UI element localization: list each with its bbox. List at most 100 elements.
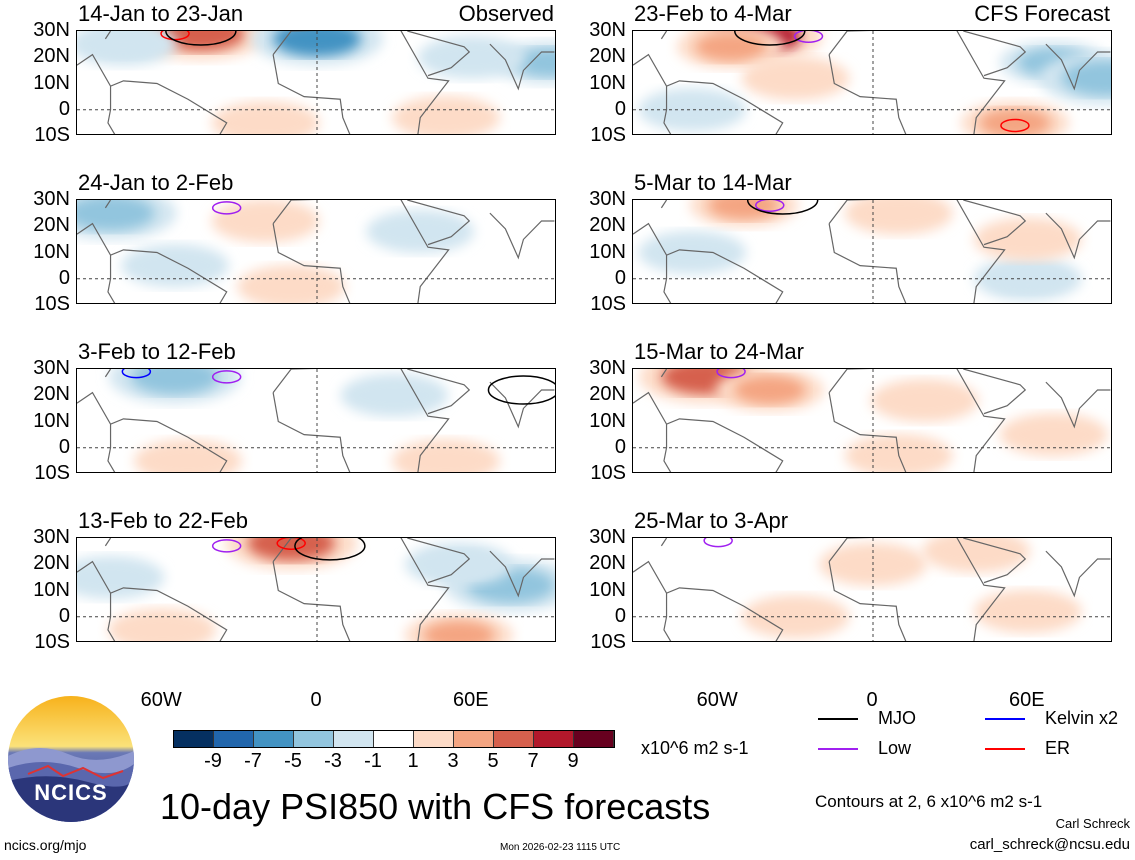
- lat-tick-label: 10N: [589, 240, 626, 263]
- legend-mjo: MJO: [878, 708, 916, 728]
- legend-low-line: [818, 748, 858, 750]
- lat-tick-label: 30N: [589, 188, 626, 210]
- panel-title: 3-Feb to 12-Feb: [78, 339, 236, 364]
- lat-tick-label: 30N: [33, 19, 70, 41]
- anomaly-blob: [211, 200, 320, 243]
- contour-er: [1000, 118, 1030, 133]
- anomaly-blob: [741, 56, 850, 100]
- contours-note: Contours at 2, 6 x10^6 m2 s-1: [815, 792, 1043, 811]
- lat-tick-label: 10N: [33, 71, 70, 94]
- map-panel: [632, 30, 1112, 135]
- contour-low: [793, 31, 824, 43]
- legend-low: Low: [878, 738, 912, 758]
- lat-tick-label: 0: [614, 435, 626, 458]
- equator-line: [633, 538, 1111, 641]
- timestamp: Mon 2026-02-23 1115 UTC: [500, 842, 621, 853]
- contour-mjo: [294, 538, 366, 561]
- colorbar-tick: -1: [364, 750, 382, 772]
- contour-low: [703, 538, 733, 548]
- anomaly-blob: [156, 31, 245, 52]
- lat-tick-label: 20N: [589, 45, 626, 68]
- equator-line: [633, 369, 1111, 472]
- lat-tick-label: 10N: [33, 240, 70, 263]
- coastline: [633, 369, 1111, 472]
- lat-tick-label: 10N: [589, 578, 626, 601]
- figure-title: 10-day PSI850 with CFS forecasts: [160, 786, 711, 827]
- contour-er: [276, 538, 306, 550]
- anomaly-blob: [638, 88, 747, 132]
- colorbar: [173, 730, 615, 748]
- colorbar-swatch: [254, 731, 294, 747]
- lat-tick-label: 10N: [33, 409, 70, 432]
- anomaly-blob: [707, 200, 780, 220]
- contour-mjo: [734, 31, 806, 46]
- equator-line: [77, 31, 555, 134]
- panel-title: 14-Jan to 23-Jan: [78, 1, 244, 26]
- map-panel: [76, 199, 556, 304]
- contour-low: [211, 370, 242, 384]
- email[interactable]: carl_schreck@ncsu.edu: [969, 836, 1130, 853]
- map-panel: [632, 537, 1112, 642]
- lat-tick-label: 10S: [590, 293, 626, 315]
- colorbar-tick: 5: [487, 750, 499, 772]
- site-link[interactable]: ncics.org/mjo: [4, 837, 87, 853]
- lat-tick-label: 0: [614, 97, 626, 120]
- anomaly-blob: [870, 378, 979, 423]
- lat-tick-label: 0: [614, 266, 626, 289]
- panel-title: 23-Feb to 4-Mar: [634, 1, 792, 26]
- coastline: [77, 538, 555, 641]
- lat-tick-label: 10S: [34, 631, 70, 653]
- colorbar-tick: -5: [284, 750, 302, 772]
- equator-line: [77, 538, 555, 641]
- forecast-label: CFS Forecast: [974, 1, 1110, 26]
- contour-low: [211, 539, 242, 553]
- legend-er-line: [985, 748, 1025, 750]
- coastline: [77, 200, 555, 303]
- logo-text: NCICS: [34, 780, 108, 805]
- lat-tick-label: 20N: [33, 214, 70, 237]
- map-panel: [632, 199, 1112, 304]
- anomaly-blob: [422, 549, 495, 579]
- anomaly-blob: [638, 230, 747, 275]
- anomaly-blob: [844, 200, 953, 235]
- lon-tick-label: 0: [310, 689, 322, 711]
- map-panel: [76, 368, 556, 473]
- lon-tick-label: 0: [866, 689, 878, 711]
- lon-tick-label: 60E: [1009, 689, 1045, 711]
- legend-kelvin: Kelvin x2: [1045, 708, 1119, 728]
- anomaly-blob: [973, 217, 1082, 261]
- colorbar-swatch: [174, 731, 214, 747]
- anomaly-blob: [733, 375, 806, 405]
- anomaly-blob: [973, 589, 1082, 634]
- map-panel: [632, 368, 1112, 473]
- lat-tick-label: 20N: [589, 383, 626, 406]
- coastline: [633, 200, 1111, 303]
- lat-tick-label: 0: [58, 266, 70, 289]
- lat-tick-label: 10S: [34, 293, 70, 315]
- contour-mjo: [487, 375, 555, 405]
- lat-tick-label: 0: [58, 604, 70, 627]
- anomaly-blob: [237, 265, 346, 303]
- contour-low: [716, 369, 746, 379]
- lat-tick-label: 10S: [34, 124, 70, 146]
- lat-tick-label: 20N: [33, 552, 70, 575]
- lat-tick-label: 10N: [589, 409, 626, 432]
- legend-kelvin-line: [985, 718, 1025, 720]
- lat-tick-label: 20N: [589, 214, 626, 237]
- equator-line: [633, 200, 1111, 303]
- contour-low: [211, 201, 242, 215]
- anomaly-blob: [999, 413, 1108, 457]
- anomaly-blob: [87, 31, 160, 59]
- colorbar-tick: 7: [527, 750, 539, 772]
- panel-title: 13-Feb to 22-Feb: [78, 508, 248, 533]
- lon-tick-label: 60W: [696, 689, 738, 711]
- equator-line: [77, 369, 555, 472]
- anomaly-blob: [131, 369, 220, 395]
- equator-line: [77, 200, 555, 303]
- observed-label: Observed: [458, 1, 554, 26]
- panel-title: 25-Mar to 3-Apr: [634, 508, 789, 533]
- colorbar-swatch: [534, 731, 574, 747]
- anomaly-blob: [392, 439, 501, 472]
- colorbar-swatch: [494, 731, 534, 747]
- panel-title: 15-Mar to 24-Mar: [634, 339, 804, 364]
